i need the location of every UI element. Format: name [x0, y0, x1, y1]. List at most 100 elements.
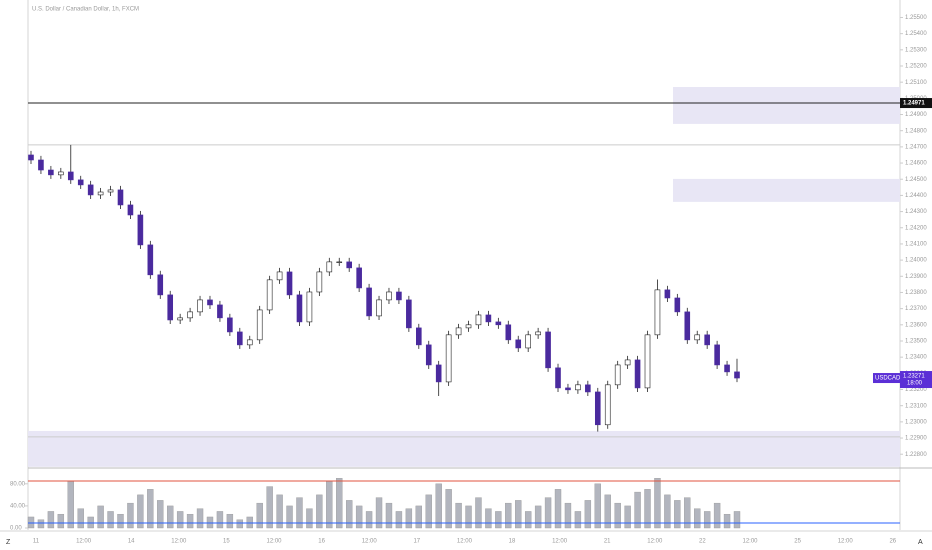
volume-bar [495, 511, 502, 529]
volume-bar [445, 489, 452, 529]
candle-body [296, 294, 303, 323]
volume-bar [286, 505, 293, 529]
candle-body [376, 299, 382, 317]
volume-bar [355, 505, 363, 529]
volume-bar [256, 502, 263, 529]
candle-body [604, 384, 611, 426]
volume-bar [544, 497, 552, 529]
x-tick-label: 12:00 [266, 539, 282, 545]
candle-body [465, 324, 472, 329]
zone [673, 178, 900, 202]
y-tick-label: 1.24900 [905, 112, 927, 118]
candle-body [326, 261, 333, 273]
candle-body [654, 289, 661, 336]
volume-bar [733, 511, 741, 529]
y-tick-label: 1.25500 [905, 15, 927, 21]
volume-bar [435, 483, 442, 529]
volume-bar [385, 502, 393, 529]
zone [673, 87, 900, 124]
candle-body [684, 311, 691, 341]
price-tag [900, 371, 932, 389]
candle-body [585, 384, 591, 393]
x-tick-label: 17 [413, 539, 420, 545]
volume-bar [67, 480, 74, 529]
volume-bar [703, 511, 711, 529]
x-tick-label: 12:00 [171, 539, 187, 545]
y-tick-label: 1.22900 [905, 436, 927, 442]
volume-bar [266, 486, 273, 529]
candle-body [77, 179, 84, 186]
candle-body [306, 291, 313, 323]
level-tag [900, 98, 932, 109]
y-tick-label: 1.24800 [905, 128, 927, 134]
volume-bar [206, 516, 214, 529]
volume-bar [77, 508, 84, 529]
candle-body [316, 271, 323, 293]
v-tick-label: 40.00 [10, 503, 26, 509]
volume-bar [196, 508, 204, 529]
candle-body [435, 364, 442, 383]
volume-bar [644, 489, 651, 529]
y-tick-label: 1.23400 [905, 355, 927, 361]
candle-body [286, 271, 293, 296]
volume-bar [365, 511, 373, 529]
y-tick-label: 1.25100 [905, 80, 927, 86]
volume-bar [107, 511, 114, 529]
x-tick-label: 12:00 [647, 539, 663, 545]
corner-left[interactable]: Z [6, 539, 11, 546]
candle-body [28, 154, 34, 161]
candle-body [386, 291, 392, 301]
candle-body [734, 371, 740, 379]
volume-bar [157, 500, 164, 529]
candle-body [485, 314, 492, 323]
candle-body [555, 367, 561, 389]
volume-bar [137, 494, 144, 529]
symbol-tag-label: USDCAD [875, 376, 901, 382]
price-tag-label: 1.23271 [903, 374, 925, 380]
corner-right[interactable]: A [918, 539, 923, 546]
volume-bar [236, 519, 244, 529]
volume-bar [554, 489, 562, 529]
volume-bar [375, 497, 383, 529]
y-tick-label: 1.24500 [905, 177, 927, 183]
volume-bar [226, 513, 234, 529]
volume-bar [574, 511, 582, 529]
volume-bar [674, 500, 681, 529]
y-tick-label: 1.24000 [905, 258, 927, 264]
y-tick-label: 1.24300 [905, 209, 927, 215]
volume-bar [594, 483, 601, 529]
volume-bar [654, 478, 661, 529]
candle-body [416, 327, 422, 346]
candle-body [38, 159, 44, 171]
volume-bar [694, 508, 701, 529]
volume-bar [634, 491, 641, 529]
zone [28, 430, 900, 467]
candle-body [266, 279, 273, 311]
volume-bar [87, 516, 94, 529]
volume-bar [176, 511, 184, 529]
candle-body [495, 321, 502, 326]
level-tag-label: 1.24971 [903, 101, 925, 107]
candle-body [644, 334, 651, 389]
y-tick-label: 1.24600 [905, 161, 927, 167]
candle-body [664, 289, 671, 299]
candle-body [187, 311, 193, 319]
candle-body [455, 327, 462, 336]
candle-body [475, 314, 482, 326]
volume-bar [485, 508, 492, 529]
volume-bar [296, 497, 303, 529]
candle-body [396, 291, 402, 301]
volume-bar [306, 508, 313, 529]
volume-bar [723, 513, 731, 529]
candle-body [117, 189, 124, 206]
candle-body [256, 309, 263, 341]
x-tick-label: 11 [33, 539, 40, 545]
volume-bar [624, 505, 631, 529]
candle-body [505, 324, 512, 341]
volume-bar [684, 497, 691, 529]
volume-bar [664, 494, 671, 529]
volume-bar [584, 500, 592, 529]
volume-bar [27, 516, 35, 529]
volume-bar [475, 497, 482, 529]
candle-body [137, 214, 144, 246]
